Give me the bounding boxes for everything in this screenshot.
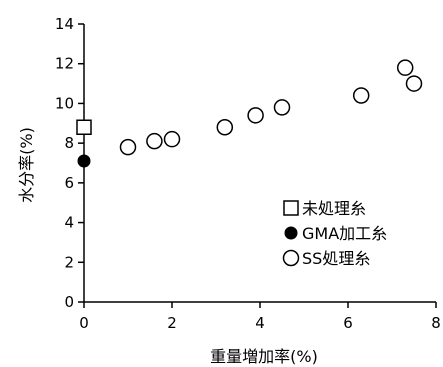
y-tick-label: 6 [64, 174, 74, 192]
legend-marker [282, 249, 300, 267]
y-tick-label: 4 [64, 214, 74, 232]
y-tick-label: 2 [64, 253, 74, 271]
data-point [119, 138, 137, 156]
data-point [216, 119, 234, 136]
data-point [396, 59, 414, 76]
tick-labels: 0 2 4 6 8 10 12 14 0 2 4 6 8 [55, 15, 441, 332]
y-axis-title: 水分率(%) [17, 127, 36, 203]
data-point [247, 107, 264, 124]
x-axis-title: 重量増加率(%) [210, 347, 318, 366]
legend-label: SS処理糸 [302, 249, 370, 268]
data-points [76, 59, 423, 168]
x-tick-label: 4 [255, 314, 265, 332]
legend-marker [283, 200, 299, 216]
data-point [146, 132, 163, 150]
x-tick-label: 8 [431, 314, 441, 332]
data-point [76, 119, 92, 136]
legend-label: GMA加工糸 [302, 224, 387, 243]
y-tick-label: 14 [55, 15, 74, 33]
data-point [273, 99, 291, 116]
data-point [163, 130, 181, 148]
legend: 未処理糸 GMA加工糸 SS処理糸 [282, 199, 387, 268]
y-tick-label: 12 [55, 55, 74, 73]
legend-marker [284, 226, 298, 240]
legend-label: 未処理糸 [302, 199, 366, 218]
y-tick-label: 8 [64, 134, 74, 152]
x-tick-label: 0 [79, 314, 89, 332]
y-tick-label: 10 [55, 94, 74, 112]
x-tick-label: 6 [343, 314, 353, 332]
data-point [352, 87, 370, 104]
y-tick-label: 0 [64, 293, 74, 311]
x-tick-label: 2 [167, 314, 177, 332]
data-point [77, 154, 91, 168]
axes [78, 23, 437, 308]
data-point [405, 75, 423, 92]
